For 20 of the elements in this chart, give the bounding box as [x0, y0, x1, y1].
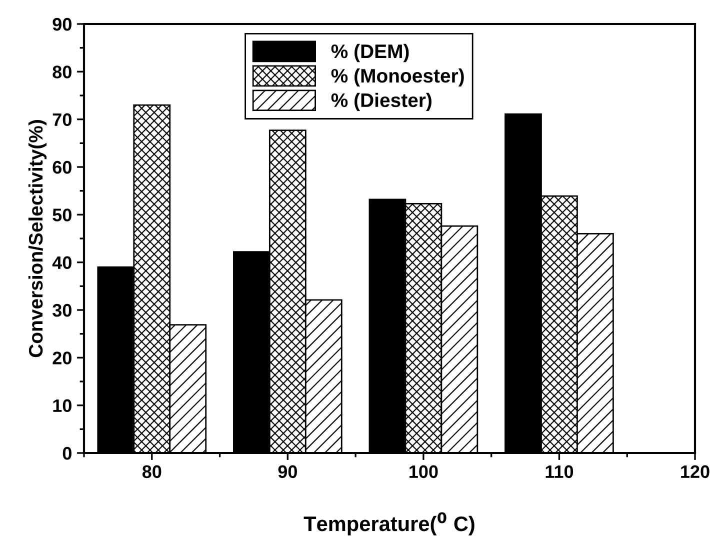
y-tick-label: 90	[52, 18, 72, 31]
legend-label: % (Monoester)	[331, 68, 464, 87]
legend-label: % (Diester)	[331, 92, 432, 111]
y-tick-label: 10	[53, 399, 72, 412]
x-tick-label: 80	[142, 465, 162, 478]
y-axis-title: Conversion/Selectivity(%)	[28, 120, 47, 358]
legend-label: % (DEM)	[331, 44, 409, 62]
y-tick-label: 60	[52, 160, 72, 174]
y-tick-label: 20	[52, 352, 72, 364]
y-tick-label: 40	[52, 256, 72, 270]
x-tick-label: 120	[681, 465, 710, 478]
y-tick-label: 0	[62, 446, 72, 460]
y-tick-label: 80	[52, 66, 72, 78]
y-tick-label: 30	[52, 304, 72, 317]
x-axis-title: Temperature($^{0}$ C)	[304, 512, 474, 536]
y-tick-label: 70	[52, 113, 72, 126]
x-tick-label: 100	[410, 465, 438, 478]
y-tick-label: 50	[52, 208, 72, 222]
x-tick-label: 90	[278, 465, 297, 478]
x-tick-label: 110	[546, 465, 574, 478]
